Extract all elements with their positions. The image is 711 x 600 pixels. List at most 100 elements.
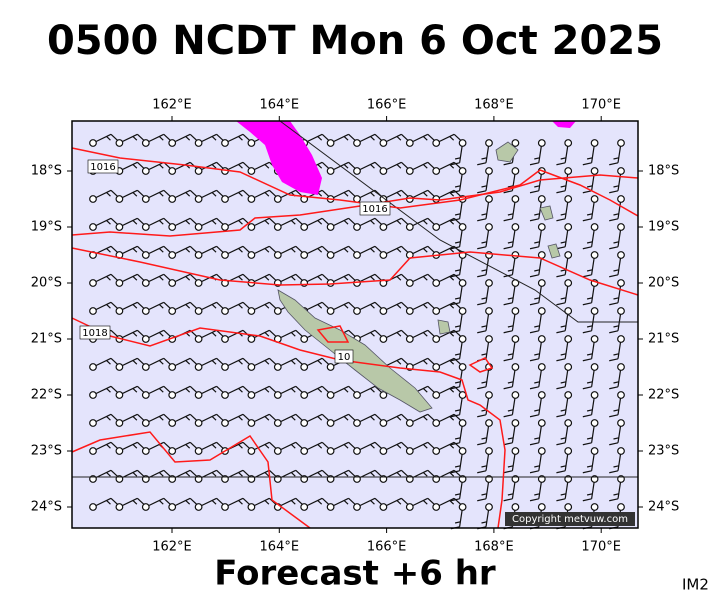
barb-feather	[529, 470, 539, 474]
barb-feather	[427, 217, 435, 225]
barb-feather	[158, 276, 164, 281]
barb-feather	[348, 189, 356, 197]
barb-feather	[609, 330, 619, 334]
barb-feather	[216, 273, 224, 281]
barb-feather	[477, 498, 487, 502]
latitude-label: 20°S	[648, 276, 679, 291]
station	[221, 139, 229, 147]
barb-feather	[453, 357, 462, 365]
station	[537, 391, 546, 399]
station	[432, 139, 441, 147]
barb-feather	[529, 274, 539, 278]
barb-feather	[348, 133, 356, 141]
barb-feather	[238, 416, 243, 421]
station	[273, 251, 282, 259]
station	[511, 335, 520, 343]
station	[194, 307, 203, 315]
station	[168, 419, 177, 427]
barb-feather	[422, 444, 428, 449]
barb-feather	[449, 444, 455, 449]
barb-feather	[481, 353, 487, 356]
barb-feather	[136, 133, 145, 141]
barb-feather	[503, 330, 513, 334]
station	[247, 167, 256, 175]
barb-feather	[238, 444, 243, 449]
barb-feather	[264, 444, 270, 449]
barb-feather	[216, 301, 224, 309]
barb-feather	[374, 497, 383, 505]
barb-feather	[396, 192, 402, 197]
barb-feather	[295, 469, 303, 477]
barb-feather	[189, 385, 198, 393]
barb-feather	[264, 416, 270, 421]
barb-feather	[163, 385, 171, 393]
station	[326, 139, 335, 147]
station	[590, 167, 599, 175]
station	[458, 279, 467, 287]
barb-feather	[106, 500, 111, 505]
station	[353, 223, 361, 231]
station	[405, 139, 414, 147]
barb-feather	[268, 217, 277, 225]
barb-feather	[343, 248, 349, 253]
station	[617, 195, 625, 203]
station	[590, 419, 599, 427]
barb-feather	[321, 217, 330, 225]
station	[247, 195, 256, 203]
station	[458, 223, 467, 231]
barb-feather	[343, 416, 349, 421]
station	[511, 223, 520, 231]
barb-feather	[374, 161, 383, 169]
barb-feather	[211, 248, 217, 253]
barb-feather	[609, 190, 619, 194]
barb-feather	[396, 472, 402, 477]
barb-feather	[529, 162, 539, 166]
barb-feather	[609, 358, 619, 362]
station	[379, 419, 388, 427]
barb-feather	[396, 360, 402, 365]
barb-feather	[290, 220, 296, 225]
barb-feather	[454, 157, 461, 160]
station	[326, 391, 335, 399]
isobar-label: 1018	[82, 328, 107, 339]
barb-feather	[560, 493, 567, 496]
barb-feather	[613, 465, 619, 468]
station	[511, 447, 520, 455]
barb-feather	[136, 301, 145, 309]
barb-feather	[613, 269, 619, 272]
barb-feather	[216, 357, 224, 365]
barb-feather	[613, 297, 619, 300]
barb-feather	[189, 301, 198, 309]
station	[247, 223, 256, 231]
station	[168, 391, 177, 399]
station	[590, 195, 599, 203]
barb-feather	[556, 498, 566, 502]
station	[168, 223, 177, 231]
barb-feather	[422, 304, 428, 309]
barb-feather	[427, 357, 435, 365]
barb-feather	[560, 437, 567, 440]
station	[194, 139, 203, 147]
barb-feather	[560, 157, 567, 160]
barb-feather	[132, 220, 138, 225]
barb-feather	[106, 248, 111, 253]
station	[405, 167, 414, 175]
barb-feather	[317, 304, 323, 309]
barb-feather	[321, 189, 330, 197]
barb-feather	[317, 416, 323, 421]
station	[617, 279, 625, 287]
barb-feather	[427, 273, 435, 281]
barb-feather	[481, 269, 487, 272]
station	[326, 307, 335, 315]
barb-feather	[106, 388, 111, 393]
station	[115, 139, 124, 147]
barb-feather	[609, 162, 619, 166]
barb-feather	[268, 413, 277, 421]
barb-feather	[158, 332, 164, 337]
barb-feather	[374, 329, 383, 337]
barb-feather	[507, 325, 514, 328]
station	[89, 195, 97, 203]
station	[405, 419, 414, 427]
barb-feather	[396, 220, 402, 225]
barb-feather	[560, 297, 567, 300]
